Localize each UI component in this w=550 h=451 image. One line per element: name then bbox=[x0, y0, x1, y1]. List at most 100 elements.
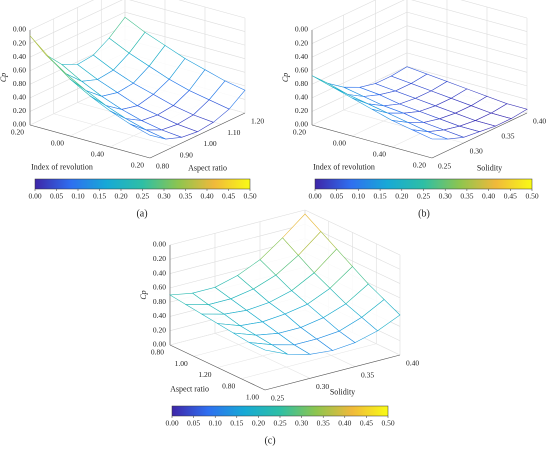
wall-grid bbox=[406, 11, 528, 46]
wall-grid bbox=[311, 25, 408, 71]
z-tick-label: 0.40 bbox=[153, 268, 166, 277]
y-tick-label: 0.20 bbox=[293, 128, 306, 137]
colorbar-tick-label: 0.15 bbox=[374, 192, 387, 201]
colorbar-tick-label: 0.15 bbox=[93, 192, 106, 201]
axis-line bbox=[29, 124, 151, 159]
wall-grid bbox=[169, 223, 306, 260]
z-tick-label: 0.20 bbox=[13, 106, 26, 115]
colorbar-tick-label: 0.45 bbox=[360, 419, 373, 428]
colorbar-tick-label: 0.50 bbox=[381, 419, 394, 428]
z-tick-label: 0.40 bbox=[13, 93, 26, 102]
x-tick-label: 0.25 bbox=[438, 162, 451, 171]
x-axis-label: Aspect ratio bbox=[188, 163, 227, 172]
z-tick-label: 0.60 bbox=[13, 65, 26, 74]
z-tick-label: 0.20 bbox=[153, 254, 166, 263]
y-tick-label: 0.40 bbox=[91, 150, 104, 159]
wall-grid bbox=[178, 0, 246, 19]
colorbar-tick-label: 0.15 bbox=[230, 419, 243, 428]
colorbar-tick-label: 0.45 bbox=[504, 192, 517, 201]
z-tick-label: 0.40 bbox=[295, 93, 308, 102]
colorbar-tick-label: 0.50 bbox=[525, 192, 538, 201]
floor-grid bbox=[53, 113, 174, 148]
x-tick-label: 0.40 bbox=[533, 117, 546, 126]
y-tick-label: 0.80 bbox=[222, 381, 235, 390]
colorbar-tick-label: 0.25 bbox=[417, 192, 430, 201]
caption: (b) bbox=[418, 208, 430, 219]
z-axis-label: Cp bbox=[0, 73, 8, 82]
z-tick-label: 0.00 bbox=[295, 120, 308, 129]
wall-grid bbox=[311, 0, 405, 44]
y-tick-label: 0.20 bbox=[131, 161, 144, 170]
x-tick-label: 0.25 bbox=[271, 394, 284, 403]
wall-grid bbox=[411, 0, 528, 32]
x-tick-label: 1.00 bbox=[204, 139, 217, 148]
surface-panel: 0.250.300.350.401.000.801.201.000.800.00… bbox=[139, 209, 419, 446]
colorbar bbox=[34, 178, 251, 190]
wall-grid bbox=[406, 38, 528, 73]
wall-grid bbox=[406, 66, 528, 100]
colorbar-tick-label: 0.10 bbox=[352, 192, 365, 201]
colorbar-tick-label: 0.50 bbox=[243, 192, 256, 201]
y-tick-label: 1.20 bbox=[198, 370, 211, 379]
caption: (c) bbox=[264, 435, 275, 446]
caption: (a) bbox=[136, 208, 147, 219]
colorbar-tick-label: 0.40 bbox=[200, 192, 213, 201]
y-tick-label: 0.20 bbox=[11, 128, 24, 137]
wall-grid bbox=[311, 11, 408, 58]
wall-grid bbox=[460, 0, 528, 19]
z-tick-label: 0.40 bbox=[295, 52, 308, 61]
z-tick-label: 0.20 bbox=[295, 106, 308, 115]
colorbar-tick-label: 0.35 bbox=[317, 419, 330, 428]
colorbar-tick-label: 0.45 bbox=[222, 192, 235, 201]
y-tick-label: 0.40 bbox=[373, 150, 386, 159]
colorbar-tick-label: 0.30 bbox=[157, 192, 170, 201]
colorbar-tick-label: 0.25 bbox=[273, 419, 286, 428]
axis-line bbox=[149, 112, 246, 159]
x-tick-label: 0.80 bbox=[156, 162, 169, 171]
colorbar-tick-label: 0.10 bbox=[71, 192, 84, 201]
wall-grid bbox=[311, 39, 408, 85]
x-tick-label: 0.30 bbox=[316, 382, 329, 391]
colorbar-tick-label: 0.30 bbox=[295, 419, 308, 428]
x-tick-label: 0.90 bbox=[180, 150, 193, 159]
y-tick-label: 0.00 bbox=[51, 139, 64, 148]
colorbar-tick-label: 0.35 bbox=[460, 192, 473, 201]
x-tick-label: 0.30 bbox=[470, 147, 483, 156]
z-tick-label: 0.20 bbox=[295, 38, 308, 47]
surface-cell bbox=[249, 342, 288, 355]
colorbar-tick-label: 0.20 bbox=[395, 192, 408, 201]
surface-panel: 0.250.300.350.400.200.400.000.200.000.20… bbox=[281, 0, 546, 219]
y-axis-label: Aspect ratio bbox=[170, 384, 209, 393]
y-tick-label: 0.00 bbox=[333, 139, 346, 148]
colorbar-tick-label: 0.05 bbox=[187, 419, 200, 428]
z-tick-label: 0.00 bbox=[153, 340, 166, 349]
x-axis-label: Solidity bbox=[477, 163, 502, 172]
z-tick-label: 0.80 bbox=[295, 79, 308, 88]
x-axis-label: Solidity bbox=[330, 387, 355, 396]
colorbar-tick-label: 0.05 bbox=[50, 192, 63, 201]
colorbar-tick-label: 0.35 bbox=[179, 192, 192, 201]
y-tick-label: 0.80 bbox=[151, 348, 164, 357]
x-tick-label: 0.35 bbox=[501, 132, 514, 141]
surface-cell bbox=[129, 123, 166, 140]
wall-grid bbox=[124, 25, 246, 60]
z-tick-label: 0.00 bbox=[13, 120, 26, 129]
colorbar-tick-label: 0.05 bbox=[330, 192, 343, 201]
wall-grid bbox=[124, 11, 246, 46]
z-tick-label: 0.00 bbox=[13, 25, 26, 34]
axis-line bbox=[431, 112, 528, 159]
z-tick-label: 0.20 bbox=[153, 325, 166, 334]
y-tick-label: 1.00 bbox=[175, 359, 188, 368]
wall-grid bbox=[169, 209, 306, 246]
z-tick-label: 0.00 bbox=[295, 25, 308, 34]
x-tick-label: 0.40 bbox=[406, 359, 419, 368]
z-tick-label: 0.80 bbox=[13, 79, 26, 88]
colorbar-tick-label: 0.40 bbox=[338, 419, 351, 428]
x-tick-label: 1.20 bbox=[251, 117, 264, 126]
colorbar bbox=[171, 405, 389, 417]
colorbar-tick-label: 0.20 bbox=[114, 192, 127, 201]
axis-line bbox=[311, 124, 433, 159]
z-tick-label: 0.60 bbox=[153, 283, 166, 292]
z-tick-label: 0.60 bbox=[295, 65, 308, 74]
